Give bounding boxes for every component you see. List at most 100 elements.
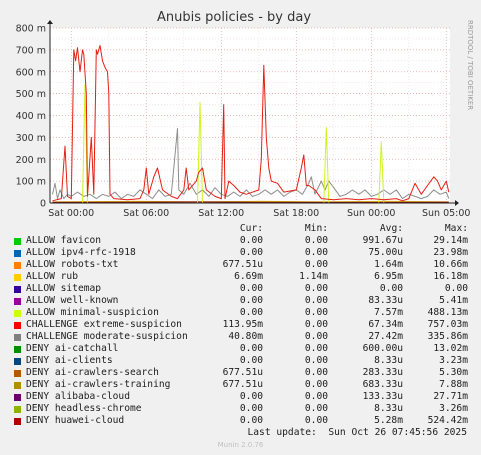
legend-row: DENY ai-crawlers-training 677.51u 0.00 683.… bbox=[0, 379, 481, 391]
legend-cur: 677.51u bbox=[222, 259, 263, 270]
header-min: Min: bbox=[304, 223, 328, 234]
legend-avg: 991.67u bbox=[362, 235, 403, 246]
legend-cur: 0.00 bbox=[239, 295, 263, 306]
legend-cur: 40.80m bbox=[228, 331, 263, 342]
legend-name: DENY ai-crawlers-training bbox=[26, 379, 171, 390]
legend-min: 0.00 bbox=[304, 283, 328, 294]
y-tick-label: 700 m bbox=[16, 45, 46, 56]
legend-avg: 75.00u bbox=[368, 247, 403, 258]
y-tick-label: 400 m bbox=[16, 111, 46, 122]
legend-avg: 283.33u bbox=[362, 367, 403, 378]
legend-avg: 8.33u bbox=[374, 403, 403, 414]
legend-name: DENY huawei-cloud bbox=[26, 415, 125, 426]
x-tick-label: Sun 05:00 bbox=[422, 208, 470, 219]
legend-swatch bbox=[14, 406, 21, 413]
legend-cur: 0.00 bbox=[239, 235, 263, 246]
legend-swatch bbox=[14, 358, 21, 365]
last-update: Last update: Sun Oct 26 07:45:56 2025 bbox=[247, 427, 468, 438]
legend-name: ALLOW well-known bbox=[26, 295, 119, 306]
legend-swatch bbox=[14, 382, 21, 389]
munin-version: Munin 2.0.76 bbox=[217, 441, 264, 449]
legend-name: ALLOW favicon bbox=[26, 235, 102, 246]
legend-max: 5.30m bbox=[439, 367, 468, 378]
legend-max: 27.71m bbox=[433, 391, 468, 402]
legend-min: 0.00 bbox=[304, 247, 328, 258]
legend-name: DENY alibaba-cloud bbox=[26, 391, 130, 402]
legend-swatch bbox=[14, 286, 21, 293]
legend-cur: 6.69m bbox=[234, 271, 263, 282]
legend-cur: 0.00 bbox=[239, 283, 263, 294]
legend-cur: 0.00 bbox=[239, 415, 263, 426]
legend-min: 0.00 bbox=[304, 343, 328, 354]
legend-avg: 1.64m bbox=[374, 259, 403, 270]
axes: 0 100 m 200 m 300 m 400 m 500 m 600 m 700 m 800 … bbox=[16, 20, 470, 219]
legend-name: ALLOW rub bbox=[26, 271, 78, 282]
legend-swatch bbox=[14, 418, 21, 425]
legend-cur: 0.00 bbox=[239, 391, 263, 402]
header-max: Max: bbox=[444, 223, 468, 234]
legend-name: CHALLENGE moderate-suspicion bbox=[26, 331, 188, 342]
legend-max: 29.14m bbox=[433, 235, 468, 246]
legend-max: 13.02m bbox=[433, 343, 468, 354]
y-tick-label: 500 m bbox=[16, 89, 46, 100]
y-tick-label: 800 m bbox=[16, 24, 46, 35]
y-axis-arrow bbox=[47, 20, 53, 24]
legend-max: 23.98m bbox=[433, 247, 468, 258]
legend-swatch bbox=[14, 310, 21, 317]
legend-min: 1.14m bbox=[299, 271, 328, 282]
legend-name: DENY headless-chrome bbox=[26, 403, 142, 414]
legend-max: 0.00 bbox=[444, 283, 468, 294]
legend-cur: 677.51u bbox=[222, 367, 263, 378]
legend-max: 7.88m bbox=[439, 379, 468, 390]
legend-cur: 0.00 bbox=[239, 343, 263, 354]
legend-max: 488.13m bbox=[427, 307, 468, 318]
legend-row: ALLOW minimal-suspicion 0.00 0.00 7.57m 488.… bbox=[0, 307, 481, 319]
legend-name: ALLOW minimal-suspicion bbox=[26, 307, 159, 318]
legend-min: 0.00 bbox=[304, 319, 328, 330]
legend-min: 0.00 bbox=[304, 355, 328, 366]
legend-max: 3.26m bbox=[439, 403, 468, 414]
legend-row: ALLOW rub 6.69m 1.14m 6.95m 16.18m bbox=[0, 271, 481, 283]
legend-max: 16.18m bbox=[433, 271, 468, 282]
legend-swatch bbox=[14, 274, 21, 281]
legend-min: 0.00 bbox=[304, 307, 328, 318]
x-axis-arrow bbox=[455, 200, 459, 206]
legend-min: 0.00 bbox=[304, 379, 328, 390]
legend-name: ALLOW sitemap bbox=[26, 283, 102, 294]
legend-avg: 5.28m bbox=[374, 415, 403, 426]
legend-min: 0.00 bbox=[304, 367, 328, 378]
y-tick-label: 0 bbox=[40, 199, 46, 210]
legend-name: DENY ai-clients bbox=[26, 355, 113, 366]
legend-row: DENY alibaba-cloud 0.00 0.00 133.33u 27.71m bbox=[0, 391, 481, 403]
legend-cur: 677.51u bbox=[222, 379, 263, 390]
legend-row: DENY headless-chrome 0.00 0.00 8.33u 3.26m bbox=[0, 403, 481, 415]
legend-avg: 683.33u bbox=[362, 379, 403, 390]
legend-swatch bbox=[14, 334, 21, 341]
legend-name: ALLOW ipv4-rfc-1918 bbox=[26, 247, 136, 258]
legend-min: 0.00 bbox=[304, 391, 328, 402]
x-tick-label: Sun 00:00 bbox=[347, 208, 395, 219]
legend-row: ALLOW well-known 0.00 0.00 83.33u 5.41m bbox=[0, 295, 481, 307]
legend-swatch bbox=[14, 250, 21, 257]
legend-avg: 133.33u bbox=[362, 391, 403, 402]
legend-min: 0.00 bbox=[304, 235, 328, 246]
legend-row: CHALLENGE extreme-suspicion 113.95m 0.00 67… bbox=[0, 319, 481, 331]
x-tick-label: Sat 06:00 bbox=[123, 208, 169, 219]
x-tick-label: Sat 12:00 bbox=[198, 208, 244, 219]
legend-swatch bbox=[14, 370, 21, 377]
legend-swatch bbox=[14, 346, 21, 353]
legend-swatch bbox=[14, 262, 21, 269]
x-tick-label: Sat 00:00 bbox=[48, 208, 94, 219]
header-cur: Cur: bbox=[239, 223, 263, 234]
legend-min: 0.00 bbox=[304, 331, 328, 342]
y-tick-label: 600 m bbox=[16, 67, 46, 78]
legend-row: DENY ai-crawlers-search 677.51u 0.00 283.33… bbox=[0, 367, 481, 379]
legend-min: 0.00 bbox=[304, 259, 328, 270]
legend-avg: 67.34m bbox=[368, 319, 403, 330]
legend-row: DENY ai-clients 0.00 0.00 8.33u 3.23m bbox=[0, 355, 481, 367]
series-lines bbox=[52, 45, 450, 204]
legend-name: DENY ai-crawlers-search bbox=[26, 367, 159, 378]
legend-swatch bbox=[14, 394, 21, 401]
legend-cur: 0.00 bbox=[239, 247, 263, 258]
legend-name: DENY ai-catchall bbox=[26, 343, 119, 354]
